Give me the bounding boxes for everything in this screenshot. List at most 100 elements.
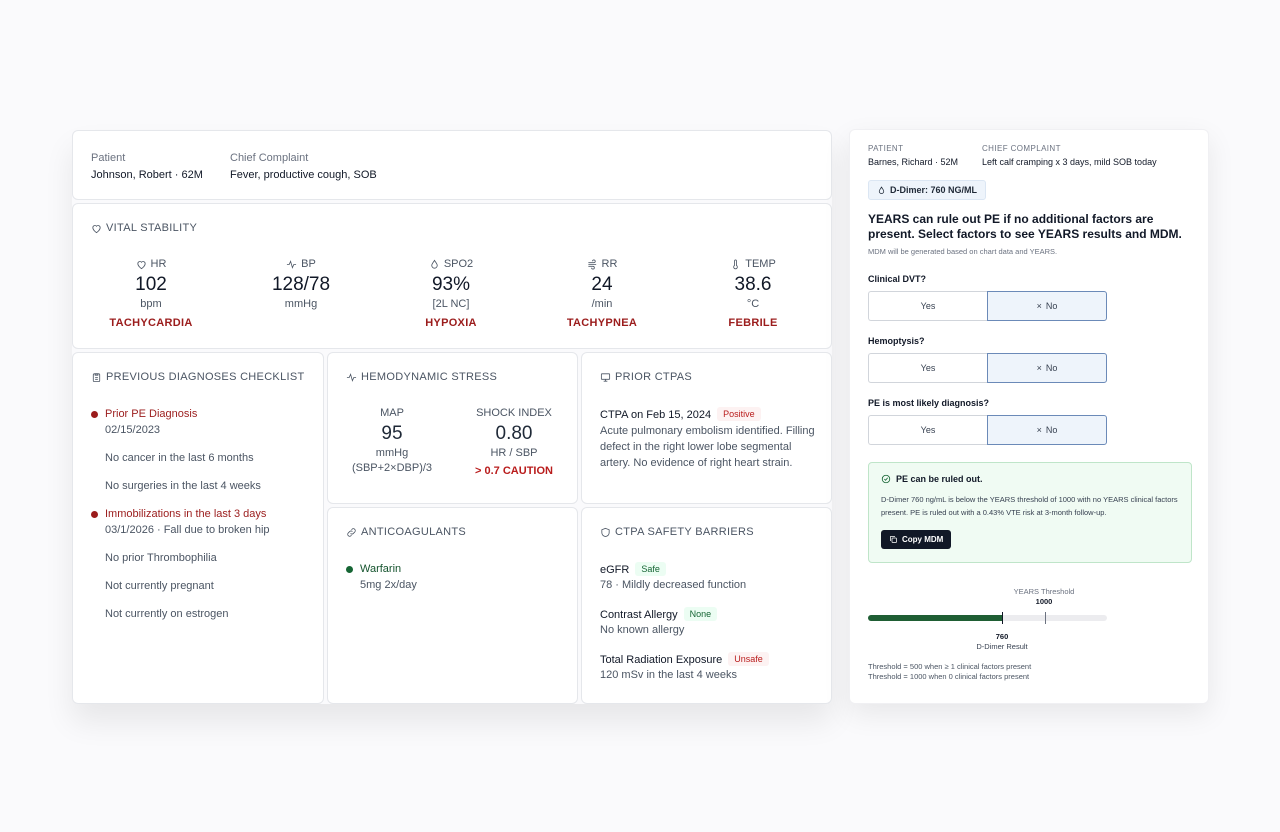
x-icon: × [1036,363,1042,373]
patient-label: PATIENT [868,144,904,153]
vital-rr: RR 24 /min TACHYPNEA [542,258,662,330]
drug-dose: 5mg 2x/day [360,579,417,591]
none-tag: None [683,607,718,621]
chief-complaint-label: Chief Complaint [230,152,309,164]
ctpa-text: Acute pulmonary embolism identified. Fil… [600,425,815,469]
vital-value: 102 [135,274,167,295]
result-text: D-Dimer 760 ng/mL is below the YEARS thr… [881,495,1178,517]
clinical-dvt-no-button[interactable]: × No [987,291,1107,321]
ctpa-safety-title: CTPA SAFETY BARRIERS [600,526,754,538]
pe-likely-no-button[interactable]: × No [987,415,1107,445]
safe-tag: Safe [635,562,666,576]
hemodynamic-stress-card: HEMODYNAMIC STRESS MAP 95 mmHg (SBP+2×DB… [327,352,578,504]
vital-status: FEBRILE [728,317,778,329]
vital-stability-card: VITAL STABILITY HR 102 bpm TACHYCARDIA B… [72,203,832,349]
threshold-notes: Threshold = 500 when ≥ 1 clinical factor… [868,662,1032,681]
chief-complaint-value: Left calf cramping x 3 days, mild SOB to… [982,157,1157,167]
x-icon: × [1036,425,1042,435]
patient-label: Patient [91,152,126,164]
vital-label: TEMP [745,258,776,270]
vital-stability-title: VITAL STABILITY [91,222,197,234]
patient-name: Johnson, Robert · 62M [91,169,203,181]
question-pe-likely: PE is most likely diagnosis? [868,398,990,408]
check-circle-icon [881,474,891,484]
vital-hr: HR 102 bpm TACHYCARDIA [91,258,211,330]
threshold-marker [1044,612,1046,624]
prior-ctpas-title: PRIOR CTPAS [600,371,692,383]
chief-complaint-value: Fever, productive cough, SOB [230,169,377,181]
clinical-dvt-toggle: Yes × No [868,291,1107,321]
ddimer-fill [868,615,1002,621]
ddimer-marker [1001,612,1003,624]
anticoagulants-title: ANTICOAGULANTS [346,526,466,538]
wind-icon [587,259,596,269]
x-icon: × [1036,301,1042,311]
thermometer-icon [733,259,738,269]
vital-value: 24 [591,274,613,295]
shield-icon [601,527,610,537]
positive-tag: Positive [717,407,761,421]
drug-name: Warfarin [360,563,402,575]
hemodynamic-title: HEMODYNAMIC STRESS [346,371,497,383]
flag-dot [91,511,98,518]
ctpa-heading: CTPA on Feb 15, 2024 [600,409,712,421]
heart-icon [136,260,146,269]
copy-icon [890,536,897,543]
diagnosis-item: No cancer in the last 6 months [105,452,254,464]
safety-egfr: eGFR Safe 78 · Mildly decreased function [600,562,747,591]
hemoptysis-no-button[interactable]: × No [987,353,1107,383]
hemoptysis-yes-button[interactable]: Yes [868,353,987,383]
pe-likely-toggle: Yes × No [868,415,1107,445]
map-metric: MAP 95 mmHg (SBP+2×DBP)/3 [351,407,433,474]
question-hemoptysis: Hemoptysis? [868,336,925,346]
ddimer-track [868,612,1107,624]
previous-diagnoses-title: PREVIOUS DIAGNOSES CHECKLIST [91,371,305,383]
hemoptysis-toggle: Yes × No [868,353,1107,383]
diagnosis-item: No prior Thrombophilia [105,552,217,564]
ctpa-safety-card: CTPA SAFETY BARRIERS eGFR Safe 78 · Mildl… [581,507,832,704]
threshold-label: YEARS Threshold [1013,587,1075,596]
monitor-icon [600,372,611,382]
threshold-value: 1000 [1035,597,1053,606]
vital-unit: mmHg [284,298,318,310]
ddimer-result-label: 760 D-Dimer Result [976,632,1028,651]
vital-bp: BP 128/78 mmHg [241,258,361,330]
vital-label: HR [150,258,167,270]
vital-unit: bpm [140,298,162,310]
pe-likely-yes-button[interactable]: Yes [868,415,987,445]
drop-icon [878,185,885,194]
active-dot [346,566,353,573]
clinical-dvt-yes-button[interactable]: Yes [868,291,987,321]
vital-label: RR [601,258,618,270]
vital-unit: [2L NC] [432,298,470,310]
threshold-chart: YEARS Threshold 1000 [868,587,1107,607]
shock-index-metric: SHOCK INDEX 0.80 HR / SBP > 0.7 CAUTION [475,407,553,477]
result-title: PE can be ruled out. [896,474,983,484]
diagnosis-item: No surgeries in the last 4 weeks [105,480,261,492]
flag-dot [91,411,98,418]
chief-complaint-label: CHIEF COMPLAINT [982,144,1061,153]
vital-value: 38.6 [734,274,772,295]
clipboard-icon [92,372,101,382]
safety-radiation: Total Radiation Exposure Unsafe 120 mSv i… [600,652,769,681]
prior-ctpas-card: PRIOR CTPAS CTPA on Feb 15, 2024 Positive… [581,352,832,504]
patient-name: Barnes, Richard · 52M [868,157,959,167]
pulse-icon [287,259,297,269]
vital-label: BP [301,258,316,270]
link-icon [347,527,356,537]
vital-status: TACHYCARDIA [109,317,193,329]
vital-unit: °C [746,298,760,310]
patient-header-card: Patient Johnson, Robert · 62M Chief Comp… [72,130,832,200]
vital-value: 128/78 [271,274,331,295]
vital-temp: TEMP 38.6 °C FEBRILE [693,258,813,330]
diagnosis-item: Immobilizations in the last 3 days 03/1/… [91,508,270,536]
ddimer-pill: D-Dimer: 760 NG/ML [868,180,987,200]
copy-mdm-button[interactable]: Copy MDM [881,530,952,549]
pulse-icon [346,372,357,382]
mdm-note: MDM will be generated based on chart dat… [868,247,1058,256]
question-clinical-dvt: Clinical DVT? [868,274,927,284]
years-panel: PATIENT Barnes, Richard · 52M CHIEF COMP… [849,129,1209,704]
diagnosis-item: Not currently pregnant [105,580,214,592]
years-headline: YEARS can rule out PE if no additional f… [868,212,1182,241]
heart-icon [92,224,101,233]
